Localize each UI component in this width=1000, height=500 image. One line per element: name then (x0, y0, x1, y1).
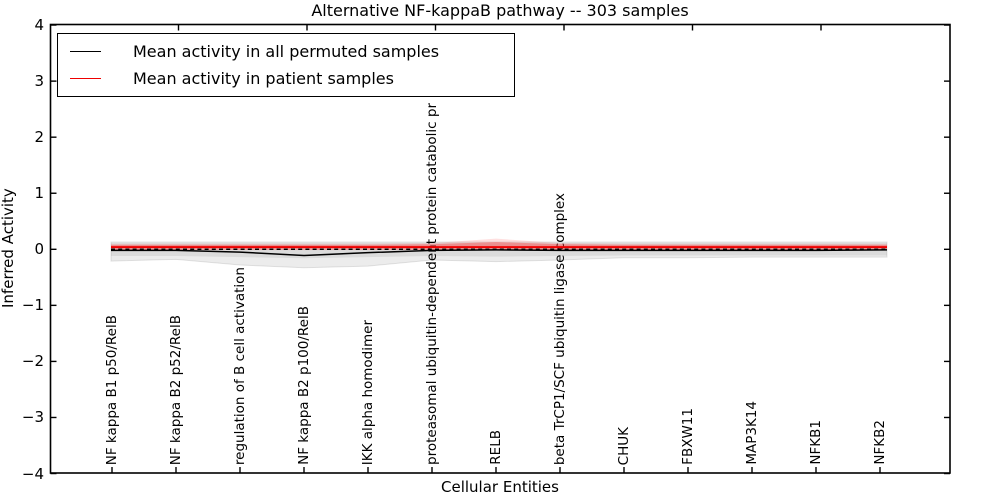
permuted-envelope-outer-band (110, 241, 888, 269)
legend-label-patient: Mean activity in patient samples (133, 69, 394, 88)
y-tick-label: 3 (34, 72, 44, 91)
legend: Mean activity in all permuted samples Me… (57, 33, 515, 97)
series-line-permuted (111, 249, 888, 257)
y-tick-label: −2 (21, 352, 44, 371)
y-tick-label: 4 (34, 16, 44, 35)
legend-line-swatch-permuted (70, 51, 101, 52)
x-axis-label: Cellular Entities (441, 478, 559, 496)
legend-row-patient: Mean activity in patient samples (58, 65, 514, 92)
chart-title: Alternative NF-kappaB pathway -- 303 sam… (311, 1, 689, 20)
y-tick-label: 0 (34, 240, 44, 259)
legend-label-permuted: Mean activity in all permuted samples (133, 42, 440, 61)
y-tick-label: 1 (34, 184, 44, 203)
y-tick-label: −1 (21, 296, 44, 315)
y-tick-label: −3 (21, 408, 44, 427)
legend-line-swatch-patient (70, 78, 101, 79)
y-tick-label: 2 (34, 128, 44, 147)
legend-row-permuted: Mean activity in all permuted samples (58, 38, 514, 65)
y-tick-label: −4 (21, 464, 44, 483)
